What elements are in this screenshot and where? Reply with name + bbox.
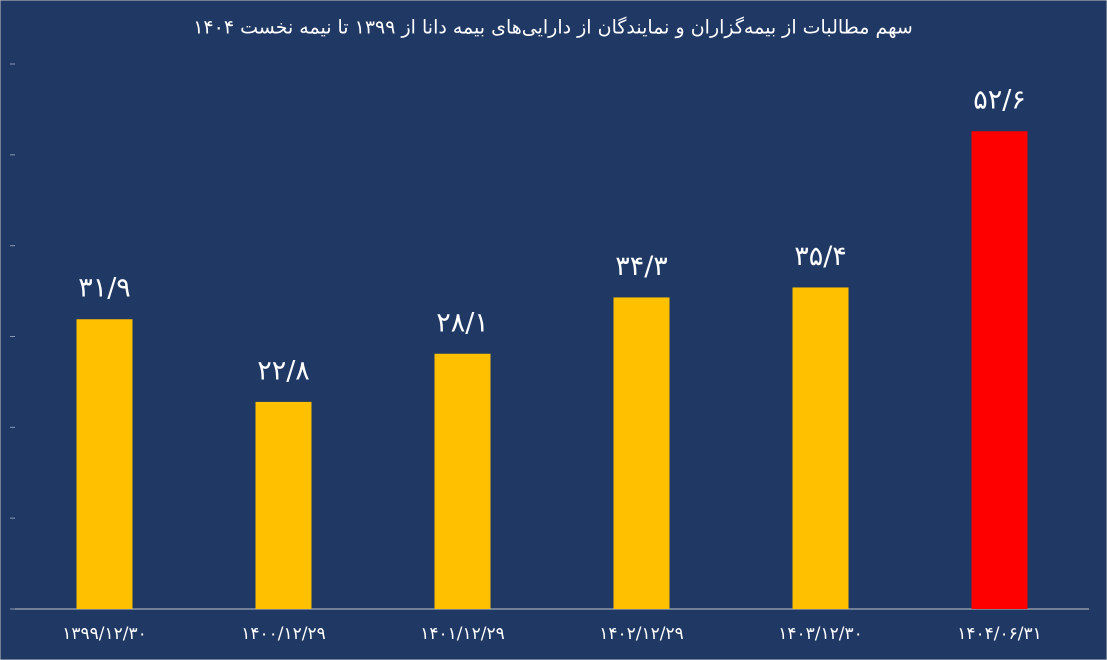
x-tick-label: ۱۳۹۹/۱۲/۳۰ — [62, 624, 147, 644]
chart-title: سهم مطالبات از بیمه‌گزاران و نمایندگان ا… — [193, 16, 913, 39]
value-label: ۳۵/۴ — [794, 241, 847, 272]
value-label: ۳۱/۹ — [78, 273, 131, 304]
bar — [255, 401, 312, 609]
x-tick-label: ۱۴۰۴/۰۶/۳۱ — [957, 624, 1042, 644]
bar — [971, 131, 1028, 609]
bar — [76, 319, 133, 609]
value-label: ۲۲/۸ — [257, 355, 310, 386]
value-label: ۵۲/۶ — [973, 85, 1026, 116]
x-tick-label: ۱۴۰۲/۱۲/۲۹ — [599, 624, 684, 644]
x-tick-label: ۱۴۰۳/۱۲/۳۰ — [778, 624, 863, 644]
bar — [434, 353, 491, 609]
value-label: ۲۸/۱ — [436, 307, 489, 338]
bar — [792, 287, 849, 609]
value-label: ۳۴/۳ — [615, 251, 668, 282]
x-tick-label: ۱۴۰۰/۱۲/۲۹ — [241, 624, 326, 644]
x-tick-label: ۱۴۰۱/۱۲/۲۹ — [420, 624, 505, 644]
bar — [613, 297, 670, 609]
